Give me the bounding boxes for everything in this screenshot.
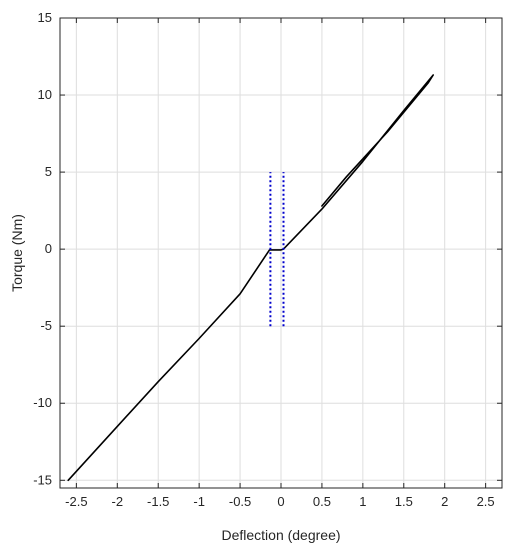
- y-tick-labels: -15 -10 -5 0 5 10 15: [33, 10, 52, 487]
- series-layer: [67, 74, 435, 482]
- ticks: [60, 17, 502, 488]
- y-tick-label: 0: [45, 241, 52, 256]
- x-tick-label: -1.5: [147, 494, 169, 509]
- x-tick-label: 2: [441, 494, 448, 509]
- y-tick-label: -15: [33, 472, 52, 487]
- x-tick-label: -1: [193, 494, 205, 509]
- x-tick-label: 1: [359, 494, 366, 509]
- y-tick-label: 10: [38, 87, 52, 102]
- x-tick-label: 0: [277, 494, 284, 509]
- x-axis-label: Deflection (degree): [221, 527, 340, 543]
- x-tick-label: -2.5: [65, 494, 87, 509]
- x-tick-label: 2.5: [477, 494, 495, 509]
- y-tick-label: -10: [33, 395, 52, 410]
- x-tick-label: 1.5: [395, 494, 413, 509]
- x-tick-label: 0.5: [313, 494, 331, 509]
- x-tick-label: -0.5: [229, 494, 251, 509]
- y-tick-label: 5: [45, 164, 52, 179]
- y-axis-label: Torque (Nm): [9, 214, 25, 292]
- x-tick-label: -2: [112, 494, 124, 509]
- x-tick-labels: -2.5 -2 -1.5 -1 -0.5 0 0.5 1 1.5 2 2.5: [65, 494, 495, 509]
- y-tick-label: 15: [38, 10, 52, 25]
- torque-deflection-curve: [67, 74, 435, 482]
- y-tick-label: -5: [40, 318, 52, 333]
